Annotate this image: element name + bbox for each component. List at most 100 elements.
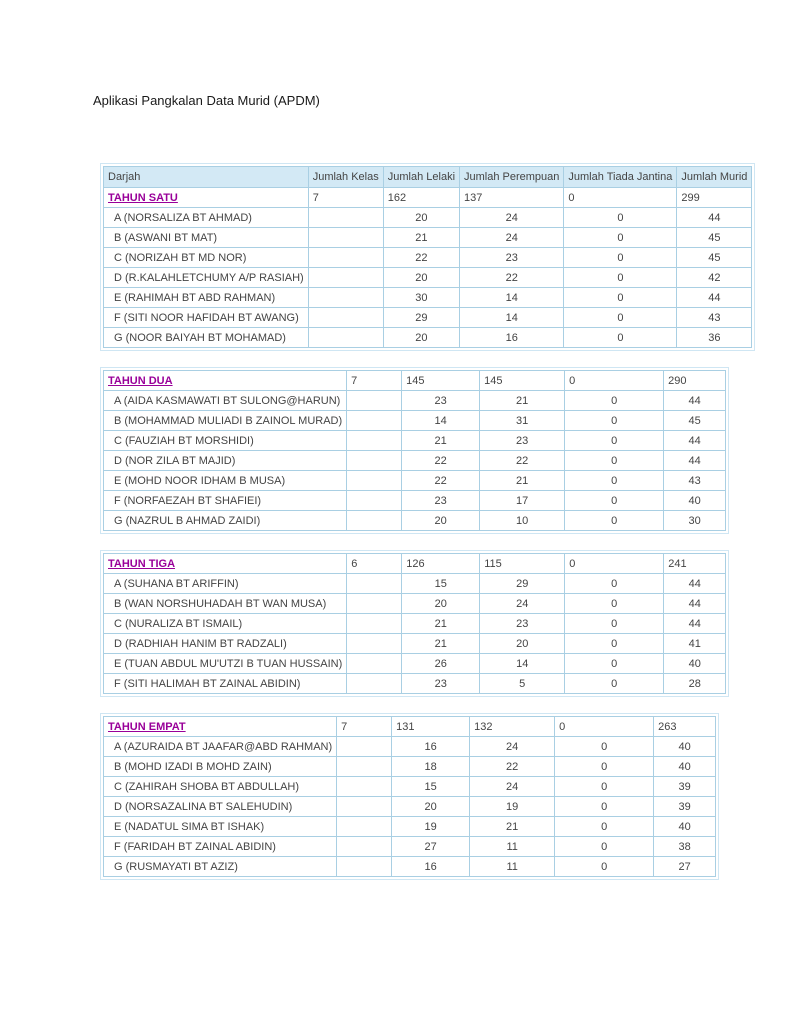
year-name-cell: TAHUN SATU [103, 187, 309, 208]
class-murid: 44 [663, 613, 727, 634]
year-kelas: 6 [346, 553, 403, 574]
year-lelaki: 162 [382, 187, 461, 208]
year-name-cell: TAHUN EMPAT [102, 716, 338, 737]
class-perempuan: 11 [469, 856, 556, 877]
class-lelaki: 14 [401, 410, 481, 431]
class-kelas [346, 490, 403, 511]
year-tiada: 0 [563, 187, 678, 208]
class-row: A (SUHANA BT ARIFFIN) 15 29 0 44 [102, 573, 727, 594]
class-tiada: 0 [554, 836, 655, 857]
year-perempuan: 115 [479, 553, 566, 574]
class-name-cell: B (ASWANI BT MAT) [103, 227, 309, 248]
column-header-jumlah-kelas: Jumlah Kelas [307, 166, 384, 188]
class-perempuan: 23 [479, 430, 566, 451]
class-perempuan: 21 [469, 816, 556, 837]
class-row: C (ZAHIRAH SHOBA BT ABDULLAH) 15 24 0 39 [102, 776, 717, 797]
class-lelaki: 20 [382, 267, 461, 288]
class-row: B (MOHAMMAD MULIADI B ZAINOL MURAD) 14 31 0… [102, 410, 727, 431]
table-header-row: Darjah Jumlah Kelas Jumlah Lelaki Jumlah Pe… [103, 166, 753, 188]
class-name-cell: E (TUAN ABDUL MU'UTZI B TUAN HUSSAIN) [102, 653, 348, 674]
class-perempuan: 16 [459, 327, 565, 348]
column-header-jumlah-perempuan: Jumlah Perempuan [459, 166, 565, 188]
year-summary-row: TAHUN EMPAT 7 131 132 0 263 [102, 716, 717, 737]
year-tiada: 0 [554, 716, 655, 737]
class-perempuan: 19 [469, 796, 556, 817]
class-row: D (NORSAZALINA BT SALEHUDIN) 20 19 0 39 [102, 796, 717, 817]
class-perempuan: 10 [479, 510, 566, 531]
year-link[interactable]: TAHUN TIGA [108, 557, 176, 570]
class-lelaki: 21 [401, 633, 481, 654]
class-kelas [346, 593, 403, 614]
class-murid: 44 [663, 573, 727, 594]
class-murid: 41 [663, 633, 727, 654]
year-table-2: TAHUN DUA 7 145 145 0 290 A (AIDA KASMAWATI BT… [100, 367, 730, 534]
class-lelaki: 18 [391, 756, 471, 777]
class-tiada: 0 [563, 267, 678, 288]
class-row: C (NURALIZA BT ISMAIL) 21 23 0 44 [102, 613, 727, 634]
class-murid: 36 [676, 327, 753, 348]
class-perempuan: 24 [469, 736, 556, 757]
class-perempuan: 14 [479, 653, 566, 674]
class-perempuan: 29 [479, 573, 566, 594]
year-table-3: TAHUN TIGA 6 126 115 0 241 A (SUHANA BT ARIFFI… [100, 550, 730, 697]
class-name-cell: G (NOOR BAIYAH BT MOHAMAD) [103, 327, 309, 348]
class-name-cell: F (FARIDAH BT ZAINAL ABIDIN) [102, 836, 338, 857]
class-murid: 27 [653, 856, 717, 877]
class-lelaki: 30 [382, 287, 461, 308]
year-name-cell: TAHUN DUA [102, 370, 348, 391]
class-kelas [346, 410, 403, 431]
class-lelaki: 22 [401, 470, 481, 491]
class-lelaki: 15 [391, 776, 471, 797]
class-kelas [346, 673, 403, 694]
class-kelas [307, 207, 384, 228]
year-perempuan: 132 [469, 716, 556, 737]
class-lelaki: 20 [382, 207, 461, 228]
class-row: D (NOR ZILA BT MAJID) 22 22 0 44 [102, 450, 727, 471]
class-lelaki: 29 [382, 307, 461, 328]
class-row: C (FAUZIAH BT MORSHIDI) 21 23 0 44 [102, 430, 727, 451]
class-kelas [307, 247, 384, 268]
year-summary-row: TAHUN DUA 7 145 145 0 290 [102, 370, 727, 391]
year-link[interactable]: TAHUN EMPAT [108, 720, 186, 733]
class-kelas [307, 287, 384, 308]
class-tiada: 0 [554, 736, 655, 757]
class-tiada: 0 [554, 756, 655, 777]
class-tiada: 0 [563, 287, 678, 308]
class-perempuan: 22 [479, 450, 566, 471]
class-name-cell: G (RUSMAYATI BT AZIZ) [102, 856, 338, 877]
class-tiada: 0 [554, 856, 655, 877]
class-lelaki: 15 [401, 573, 481, 594]
year-perempuan: 145 [479, 370, 566, 391]
class-kelas [346, 613, 403, 634]
class-row: F (SITI HALIMAH BT ZAINAL ABIDIN) 23 5 0 28 [102, 673, 727, 694]
class-murid: 28 [663, 673, 727, 694]
class-tiada: 0 [564, 390, 665, 411]
class-row: G (NOOR BAIYAH BT MOHAMAD) 20 16 0 36 [103, 327, 753, 348]
class-lelaki: 26 [401, 653, 481, 674]
year-murid: 290 [663, 370, 727, 391]
class-name-cell: C (FAUZIAH BT MORSHIDI) [102, 430, 348, 451]
class-murid: 40 [653, 816, 717, 837]
class-murid: 45 [663, 410, 727, 431]
class-lelaki: 21 [382, 227, 461, 248]
class-lelaki: 21 [401, 613, 481, 634]
year-link[interactable]: TAHUN SATU [108, 191, 178, 204]
class-tiada: 0 [564, 673, 665, 694]
year-lelaki: 145 [401, 370, 481, 391]
class-name-cell: A (AIDA KASMAWATI BT SULONG@HARUN) [102, 390, 348, 411]
class-lelaki: 20 [391, 796, 471, 817]
class-murid: 44 [663, 450, 727, 471]
class-name-cell: C (NURALIZA BT ISMAIL) [102, 613, 348, 634]
class-row: F (NORFAEZAH BT SHAFIEI) 23 17 0 40 [102, 490, 727, 511]
class-row: F (SITI NOOR HAFIDAH BT AWANG) 29 14 0 43 [103, 307, 753, 328]
year-lelaki: 131 [391, 716, 471, 737]
data-table: TAHUN DUA 7 145 145 0 290 A (AIDA KASMAWATI BT… [102, 370, 727, 531]
year-link[interactable]: TAHUN DUA [108, 374, 173, 387]
class-row: D (R.KALAHLETCHUMY A/P RASIAH) 20 22 0 42 [103, 267, 753, 288]
class-lelaki: 20 [382, 327, 461, 348]
class-kelas [346, 573, 403, 594]
class-tiada: 0 [564, 470, 665, 491]
class-name-cell: E (MOHD NOOR IDHAM B MUSA) [102, 470, 348, 491]
class-row: B (ASWANI BT MAT) 21 24 0 45 [103, 227, 753, 248]
class-name-cell: C (NORIZAH BT MD NOR) [103, 247, 309, 268]
